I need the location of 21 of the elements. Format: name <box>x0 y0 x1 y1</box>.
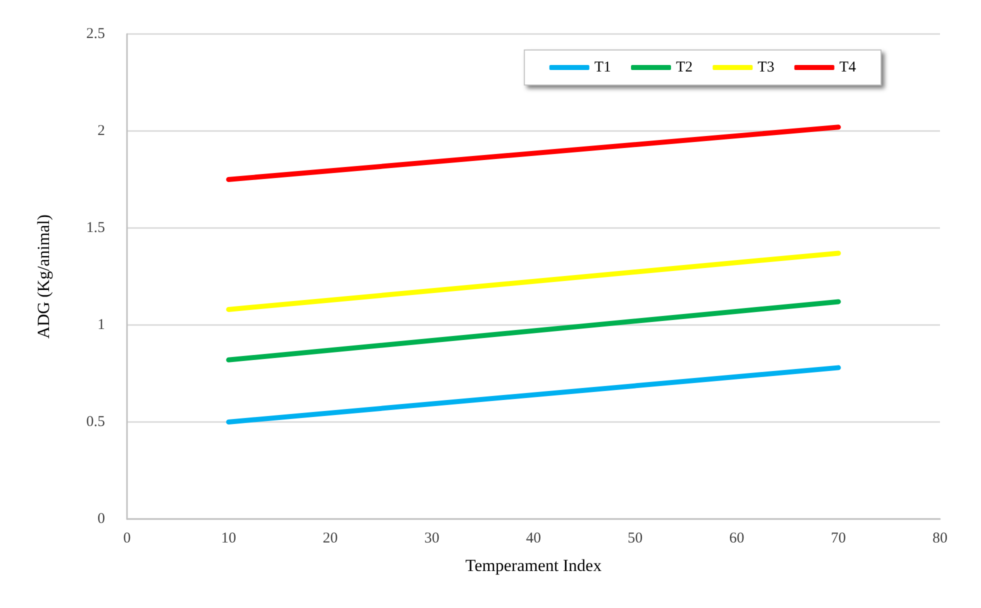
y-tick-label: 2.5 <box>86 26 105 42</box>
y-tick-label: 1 <box>98 317 105 333</box>
x-tick-label: 10 <box>221 530 236 546</box>
x-tick-label: 80 <box>932 530 948 546</box>
legend-label: T3 <box>758 60 774 76</box>
x-tick-label: 60 <box>729 530 744 546</box>
x-tick-label: 70 <box>830 530 846 546</box>
y-axis-title: ADG (Kg/animal) <box>34 214 53 339</box>
y-tick-label: 2 <box>98 123 105 139</box>
y-tick-label: 1.5 <box>86 220 105 236</box>
legend-label: T4 <box>839 60 856 76</box>
x-tick-label: 30 <box>424 530 440 546</box>
x-tick-label: 0 <box>123 530 131 546</box>
x-tick-label: 40 <box>526 530 541 546</box>
x-tick-label: 50 <box>628 530 643 546</box>
x-tick-label: 20 <box>322 530 338 546</box>
y-tick-label: 0 <box>98 511 105 527</box>
legend-label: T1 <box>594 60 612 76</box>
y-tick-label: 0.5 <box>86 414 105 430</box>
legend-label: T2 <box>676 60 693 76</box>
x-axis-title: Temperament Index <box>465 556 602 575</box>
